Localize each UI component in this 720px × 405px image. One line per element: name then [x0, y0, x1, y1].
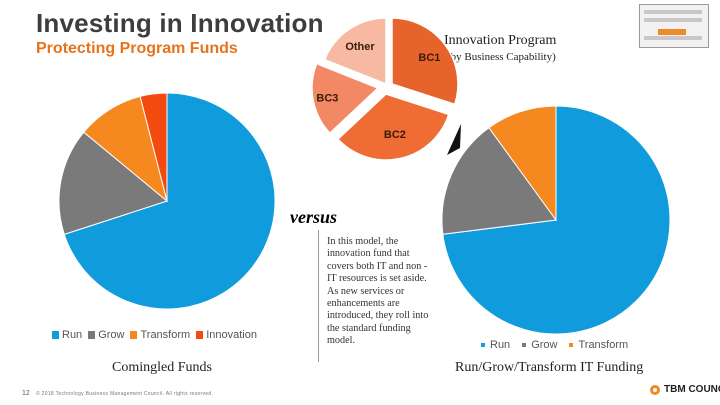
legend-run-grow-transform: Run Grow Transform: [475, 339, 634, 351]
legend-item-grow: Grow: [88, 329, 124, 341]
legend-item-run: Run: [475, 339, 510, 351]
pie-slice-grow: [441, 127, 557, 235]
slice-label-bc1: BC1: [418, 52, 440, 64]
copyright-text: © 2018 Technology Business Management Co…: [36, 391, 214, 397]
pie-slice-bc3: [311, 62, 380, 135]
legend-item-innovation: Innovation: [196, 329, 257, 341]
slice-label-bc3: BC3: [316, 93, 338, 105]
legend-item-transform: Transform: [130, 329, 190, 341]
pie-slice-innovation: [139, 92, 168, 202]
legend-label-grow: Grow: [531, 339, 558, 351]
legend-comingled: Run Grow Transform Innovation: [52, 329, 263, 341]
pie-slice-transform: [488, 105, 557, 222]
pie-slice-grow: [58, 131, 169, 236]
innovation-program-subtitle: (by Business Capability): [447, 51, 556, 63]
brand-mark-icon: [650, 384, 660, 395]
legend-swatch-innovation: [196, 331, 204, 339]
legend-item-transform: Transform: [563, 339, 628, 351]
slide-thumbnail: [639, 4, 709, 48]
legend-item-grow: Grow: [516, 339, 557, 351]
caption-run-grow-transform: Run/Grow/Transform IT Funding: [455, 360, 644, 375]
pie-innovation-program: BC1 BC2 BC3 Other: [311, 17, 459, 161]
legend-swatch-run: [481, 343, 485, 347]
pointer-wedge: [447, 124, 461, 155]
legend-label-innovation: Innovation: [206, 329, 257, 341]
legend-label-run: Run: [62, 329, 83, 341]
pie-slice-bc1: [391, 17, 459, 106]
innovation-program-title: Innovation Program: [444, 33, 557, 48]
versus-label: versus: [290, 207, 338, 227]
slide-subtitle: Protecting Program Funds: [36, 40, 238, 57]
legend-label-grow: Grow: [98, 329, 125, 341]
brand-logo: TBM COUNCIL: [650, 384, 720, 395]
legend-swatch-grow: [522, 343, 527, 347]
pie-slice-run: [63, 92, 276, 310]
legend-label-run: Run: [490, 339, 511, 351]
slice-label-bc2: BC2: [384, 129, 406, 141]
pie-run-grow-transform: [441, 105, 671, 335]
legend-label-transform: Transform: [140, 329, 191, 341]
divider-line: [318, 230, 319, 362]
pie-comingled: [58, 92, 276, 310]
legend-item-run: Run: [52, 329, 82, 341]
legend-swatch-grow: [88, 331, 96, 339]
slide-title: Investing in Innovation: [36, 8, 324, 38]
legend-swatch-transform: [130, 331, 138, 339]
legend-swatch-transform: [569, 343, 574, 347]
model-description: In this model, the innovation fund that …: [327, 236, 429, 347]
caption-comingled: Comingled Funds: [112, 360, 212, 375]
pie-slice-other: [323, 17, 387, 86]
brand-name: TBM COUNCIL: [664, 384, 720, 395]
legend-label-transform: Transform: [578, 339, 629, 351]
slice-label-other: Other: [345, 41, 375, 53]
page-number: 12: [22, 390, 30, 397]
legend-swatch-run: [52, 331, 59, 339]
pie-slice-bc2: [336, 93, 450, 161]
